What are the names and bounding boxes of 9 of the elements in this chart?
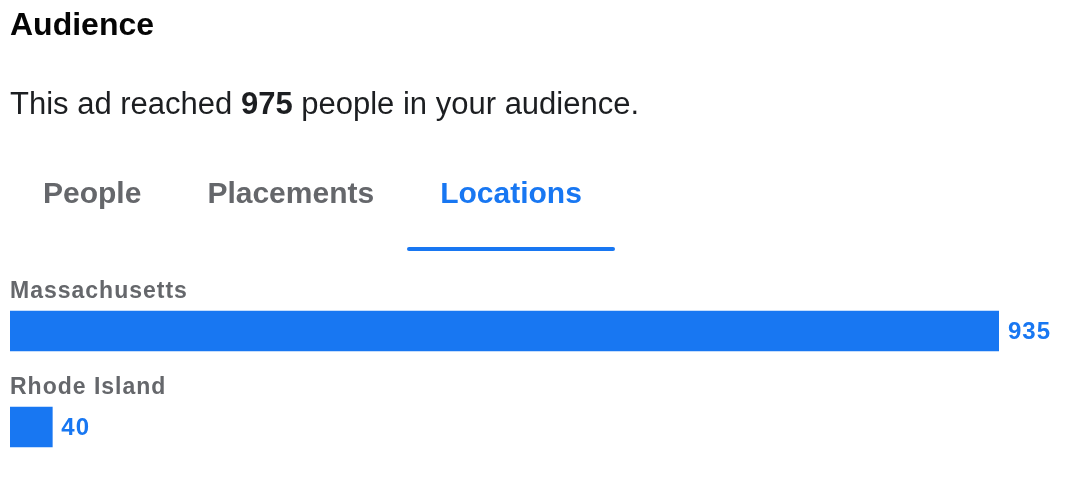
- text: People: [43, 176, 142, 209]
- chart-subtitle: This ad reached 975 people in your audience.: [10, 86, 640, 121]
- y-tick-label: Rhode Island: [10, 373, 167, 399]
- data-label: 40: [61, 412, 91, 440]
- data-label: 935: [1008, 316, 1052, 344]
- text: Locations: [440, 176, 582, 209]
- text: Placements: [207, 176, 375, 209]
- chart-title: Audience: [10, 6, 155, 42]
- y-tick-label: Massachusetts: [10, 277, 188, 303]
